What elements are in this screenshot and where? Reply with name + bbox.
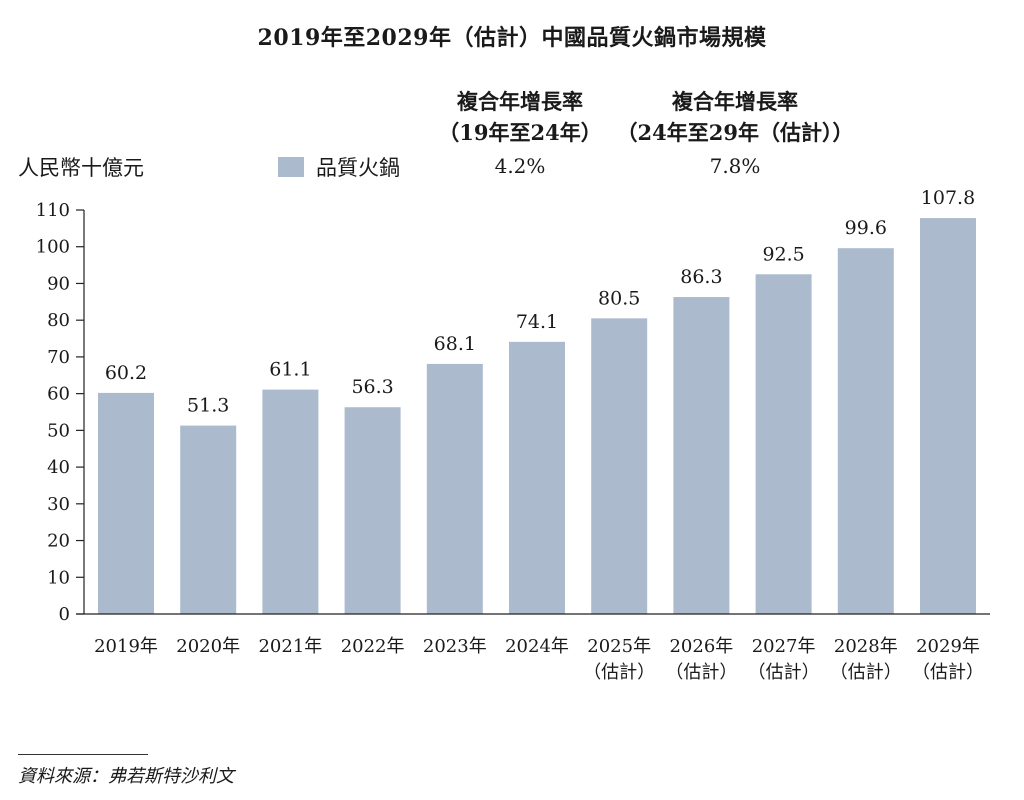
bar-2028年 — [837, 248, 894, 615]
y-tick-label: 70 — [47, 347, 70, 368]
x-tick-label: （估計） — [665, 662, 737, 683]
cagr-heading-2019-2024: 複合年增長率 （19年至24年） — [410, 86, 630, 148]
x-tick-label: （估計） — [583, 662, 655, 683]
bar-2029年 — [920, 218, 976, 614]
cagr-heading-line2: （24年至29年（估計）） — [616, 120, 854, 145]
footnote-divider — [18, 754, 148, 755]
x-tick-label: 2021年 — [258, 636, 322, 657]
x-tick-label: （估計） — [830, 662, 902, 683]
y-tick-label: 0 — [59, 604, 70, 625]
y-tick-label: 110 — [36, 200, 70, 221]
bar-value-label: 99.6 — [845, 217, 887, 239]
bar-2025年 — [591, 318, 648, 614]
bar-2020年 — [180, 425, 237, 614]
y-tick-label: 30 — [47, 494, 70, 515]
bar-value-label: 68.1 — [434, 333, 476, 355]
bar-value-label: 74.1 — [516, 311, 558, 333]
x-tick-label: （估計） — [748, 662, 820, 683]
y-tick-label: 90 — [47, 273, 70, 294]
x-tick-label: 2023年 — [423, 636, 487, 657]
y-tick-label: 100 — [36, 237, 70, 258]
cagr-heading-line2: （19年至24年） — [438, 120, 602, 145]
cagr-heading-2024-2029: 複合年增長率 （24年至29年（估計）） — [605, 86, 865, 148]
y-tick-label: 10 — [47, 567, 70, 588]
x-tick-label: 2022年 — [341, 636, 405, 657]
x-tick-label: （估計） — [912, 662, 984, 683]
y-axis-unit-label: 人民幣十億元 — [18, 156, 144, 180]
x-tick-label: 2020年 — [176, 636, 240, 657]
bar-2019年 — [98, 392, 154, 614]
source-note: 資料來源：弗若斯特沙利文 — [18, 766, 234, 787]
cagr-value-2019-2024: 4.2% — [494, 154, 546, 178]
bar-2023年 — [426, 363, 483, 614]
bar-value-label: 80.5 — [598, 287, 640, 309]
chart-title: 2019年至2029年（估計）中國品質火鍋市場規模 — [257, 25, 767, 51]
legend: 品質火鍋 — [278, 152, 400, 182]
bar-value-label: 51.3 — [187, 395, 229, 417]
cagr-heading-line1: 複合年增長率 — [672, 89, 798, 114]
y-tick-label: 50 — [47, 420, 70, 441]
x-tick-label: 2027年 — [752, 636, 816, 657]
x-tick-label: 2025年 — [587, 636, 651, 657]
x-tick-label: 2019年 — [94, 636, 158, 657]
x-tick-label: 2024年 — [505, 636, 569, 657]
y-tick-label: 20 — [47, 531, 70, 552]
bar-value-label: 107.8 — [921, 187, 975, 209]
x-tick-label: 2026年 — [669, 636, 733, 657]
bar-2021年 — [262, 389, 319, 614]
y-tick-label: 40 — [47, 457, 70, 478]
cagr-heading-line1: 複合年增長率 — [457, 89, 583, 114]
bar-value-label: 92.5 — [762, 243, 804, 265]
y-tick-label: 60 — [47, 384, 70, 405]
bar-value-label: 60.2 — [105, 362, 147, 384]
cagr-value-2024-2029: 7.8% — [709, 154, 761, 178]
bar-2022年 — [344, 407, 401, 614]
bar-value-label: 86.3 — [680, 266, 722, 288]
bar-2024年 — [509, 341, 565, 614]
y-tick-label: 80 — [47, 310, 70, 331]
x-tick-label: 2029年 — [916, 636, 980, 657]
bar-value-label: 56.3 — [351, 376, 393, 398]
bar-2026年 — [673, 297, 730, 614]
x-tick-label: 2028年 — [834, 636, 898, 657]
legend-swatch — [278, 157, 304, 177]
bar-2027年 — [755, 274, 812, 614]
bar-value-label: 61.1 — [269, 359, 311, 381]
legend-label: 品質火鍋 — [316, 156, 400, 180]
